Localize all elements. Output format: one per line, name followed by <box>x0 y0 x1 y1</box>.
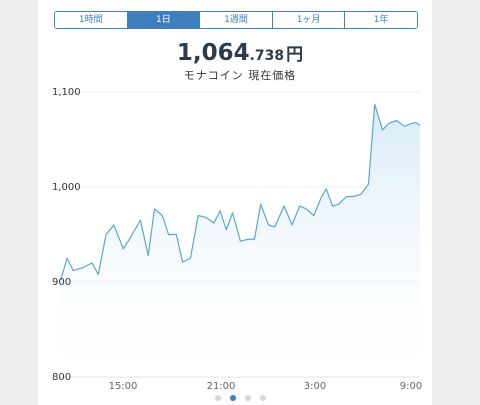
page-dot-active[interactable] <box>229 395 236 401</box>
tab-1-year[interactable]: 1年 <box>345 12 417 28</box>
x-tick-label: 3:00 <box>303 381 327 392</box>
y-tick-label: 1,100 <box>52 87 81 98</box>
page-dot[interactable] <box>214 395 221 401</box>
price-subtitle: モナコイン 現在価格 <box>183 69 297 82</box>
period-tabs: 1時間 1日 1週間 1ヶ月 1年 <box>54 11 418 29</box>
x-tick-label: 21:00 <box>206 381 236 392</box>
page-dot[interactable] <box>244 395 251 401</box>
price-line <box>60 103 421 281</box>
page-indicator <box>0 395 480 401</box>
tab-1-day[interactable]: 1日 <box>127 12 201 28</box>
price-area <box>60 104 420 377</box>
page-dot[interactable] <box>259 395 266 401</box>
x-tick-label: 9:00 <box>399 381 423 392</box>
price-unit: 円 <box>286 45 304 65</box>
price-decimal: .738 <box>249 48 285 64</box>
y-tick-label: 1,000 <box>52 182 81 193</box>
x-tick-label: 15:00 <box>108 381 138 392</box>
tab-1-month[interactable]: 1ヶ月 <box>272 12 346 28</box>
y-tick-label: 800 <box>52 372 72 383</box>
tab-1-hour[interactable]: 1時間 <box>55 12 128 28</box>
tab-1-week[interactable]: 1週間 <box>200 12 273 28</box>
price-integer: 1,064 <box>176 40 250 66</box>
current-price: 1,064.738 円 <box>0 40 480 66</box>
y-tick-label: 900 <box>52 277 72 288</box>
